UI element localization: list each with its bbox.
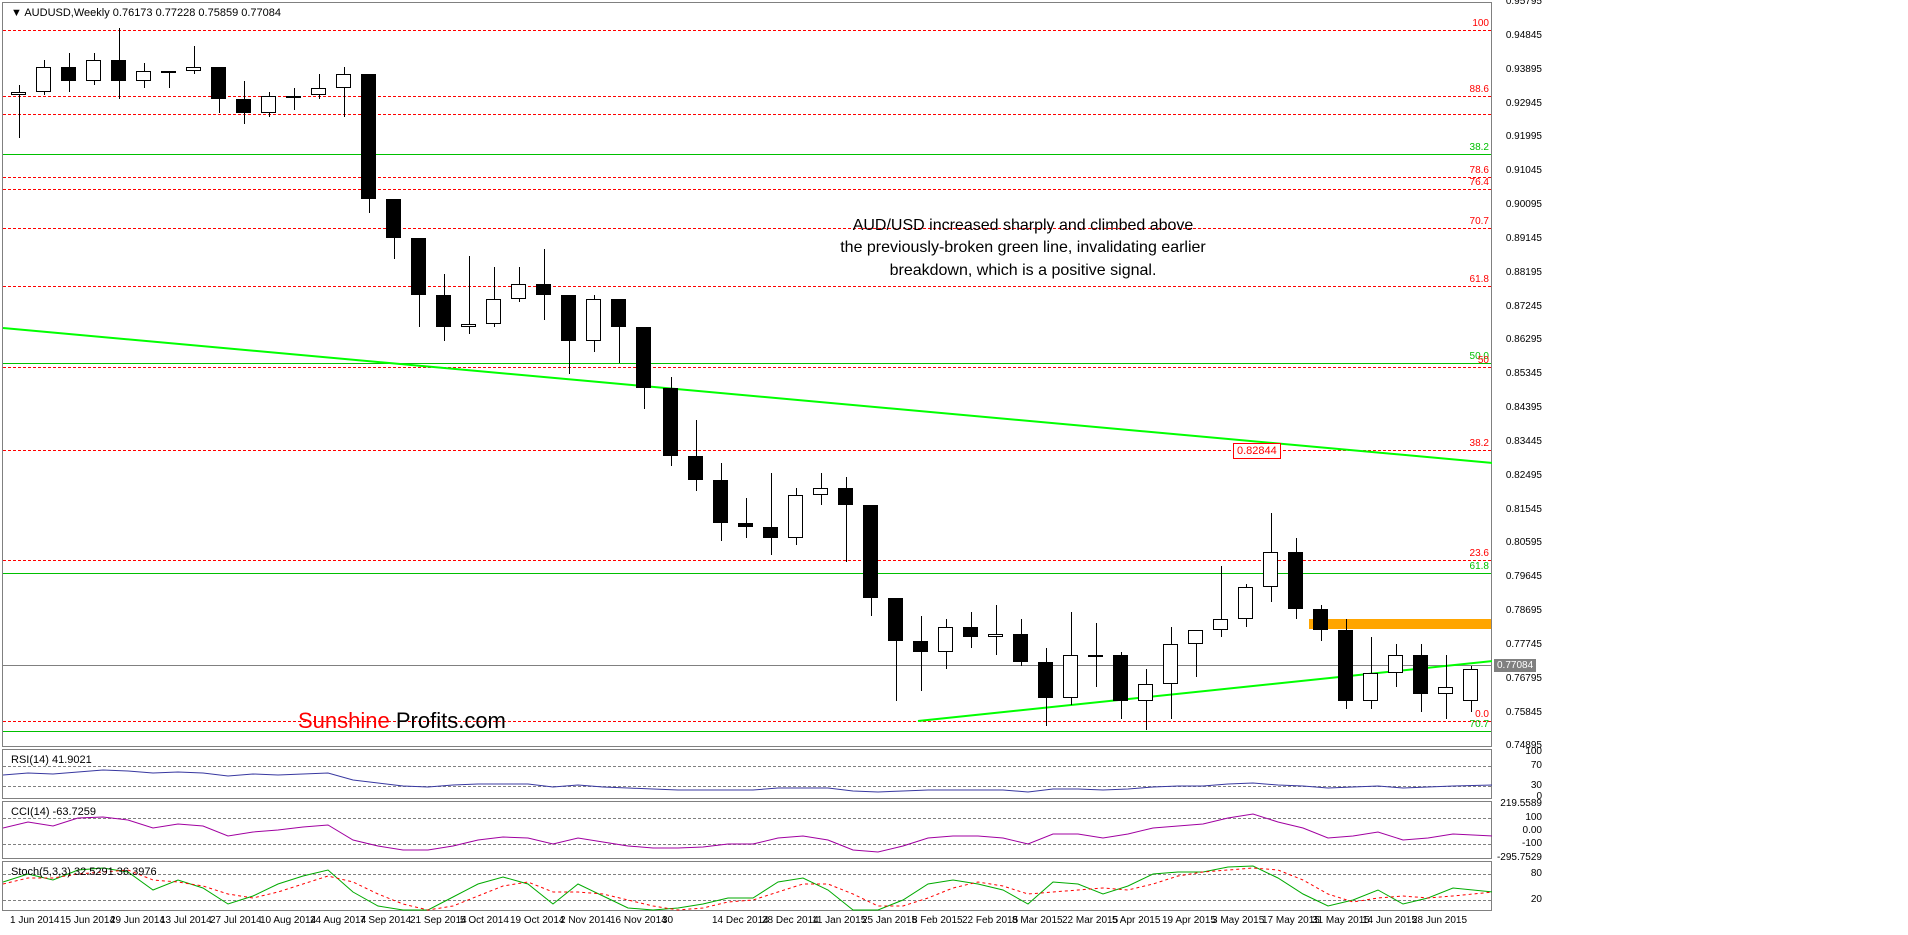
annotation-text: AUD/USD increased sharply and climbed ab… bbox=[763, 215, 1283, 282]
price-callout: 0.82844 bbox=[1233, 443, 1281, 459]
stoch-lines bbox=[3, 862, 1493, 912]
cci-line bbox=[3, 802, 1493, 860]
cci-axis: 219.55891000.00-100-295.7529 bbox=[1492, 801, 1546, 859]
watermark: Sunshine Profits.com bbox=[298, 708, 506, 734]
cci-panel[interactable]: CCI(14) -63.7259 bbox=[2, 801, 1492, 859]
resistance-zone bbox=[1309, 619, 1491, 629]
main-price-chart[interactable]: ▼ AUDUSD,Weekly 0.76173 0.77228 0.75859 … bbox=[2, 2, 1492, 747]
cci-label: CCI(14) -63.7259 bbox=[11, 806, 96, 818]
rsi-line bbox=[3, 750, 1493, 800]
chart-title: ▼ AUDUSD,Weekly 0.76173 0.77228 0.75859 … bbox=[11, 7, 281, 19]
trend-lines bbox=[3, 3, 1493, 748]
stoch-axis: 8020 bbox=[1492, 861, 1546, 911]
stoch-label: Stoch(5,3,3) 32.5291 36.3976 bbox=[11, 866, 157, 878]
rsi-label: RSI(14) 41.9021 bbox=[11, 754, 92, 766]
stoch-panel[interactable]: Stoch(5,3,3) 32.5291 36.3976 bbox=[2, 861, 1492, 911]
price-axis: 0.957950.948450.938950.929450.919950.910… bbox=[1492, 2, 1546, 747]
time-axis: 1 Jun 201415 Jun 201429 Jun 201413 Jul 2… bbox=[2, 913, 1492, 933]
current-price-marker: 0.77084 bbox=[1494, 659, 1536, 672]
rsi-axis: 10070300 bbox=[1492, 749, 1546, 799]
rsi-panel[interactable]: RSI(14) 41.9021 bbox=[2, 749, 1492, 799]
